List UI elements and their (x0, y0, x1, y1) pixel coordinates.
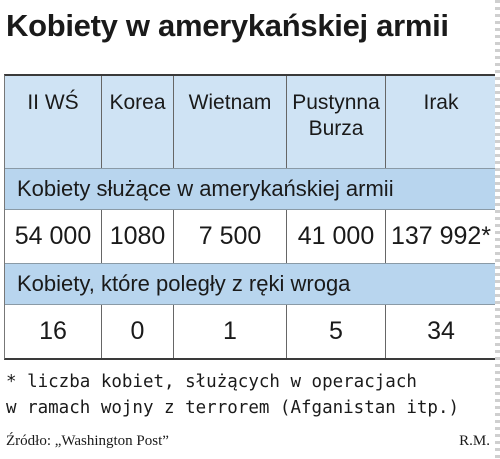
table-cell: 1 (174, 305, 287, 358)
footnote: * liczba kobiet, służących w operacjach … (6, 369, 459, 421)
chart-title: Kobiety w amerykańskiej armii (6, 8, 449, 43)
table-cell: 5 (287, 305, 386, 358)
column-header: II WŚ (5, 76, 102, 168)
source-credit: Źródło: „Washington Post” (6, 433, 169, 449)
author-initials: R.M. (459, 433, 490, 449)
column-header: Wietnam (174, 76, 287, 168)
table-cell: 54 000 (5, 210, 102, 263)
column-header: Irak (423, 91, 459, 114)
table-cell: 137 992* (390, 222, 492, 250)
table-cell: 41 000 (287, 210, 386, 263)
table-cell: 16 (5, 305, 102, 358)
section-label-killed: Kobiety, które poległy z ręki wroga (5, 264, 497, 305)
column-header: Korea (102, 76, 174, 168)
serving-values-row: 54 000 1080 7 500 41 000 137 992* (5, 210, 497, 264)
table-cell: 7 500 (174, 210, 287, 263)
section-label-serving: Kobiety służące w amerykańskiej armii (5, 169, 497, 210)
page-edge-decoration (495, 0, 500, 459)
column-header-row: II WŚ Korea Wietnam Pustynna Burza Irak (5, 76, 497, 169)
footnote-line: w ramach wojny z terrorem (Afganistan it… (6, 398, 460, 418)
table-cell: 0 (102, 305, 174, 358)
table-cell: 1080 (102, 210, 174, 263)
column-header: Pustynna Burza (287, 76, 386, 168)
killed-values-row: 16 0 1 5 34 (5, 305, 497, 358)
data-table: II WŚ Korea Wietnam Pustynna Burza Irak … (4, 74, 497, 360)
table-cell: 34 (427, 317, 455, 345)
footnote-line: * liczba kobiet, służących w operacjach (6, 372, 417, 392)
